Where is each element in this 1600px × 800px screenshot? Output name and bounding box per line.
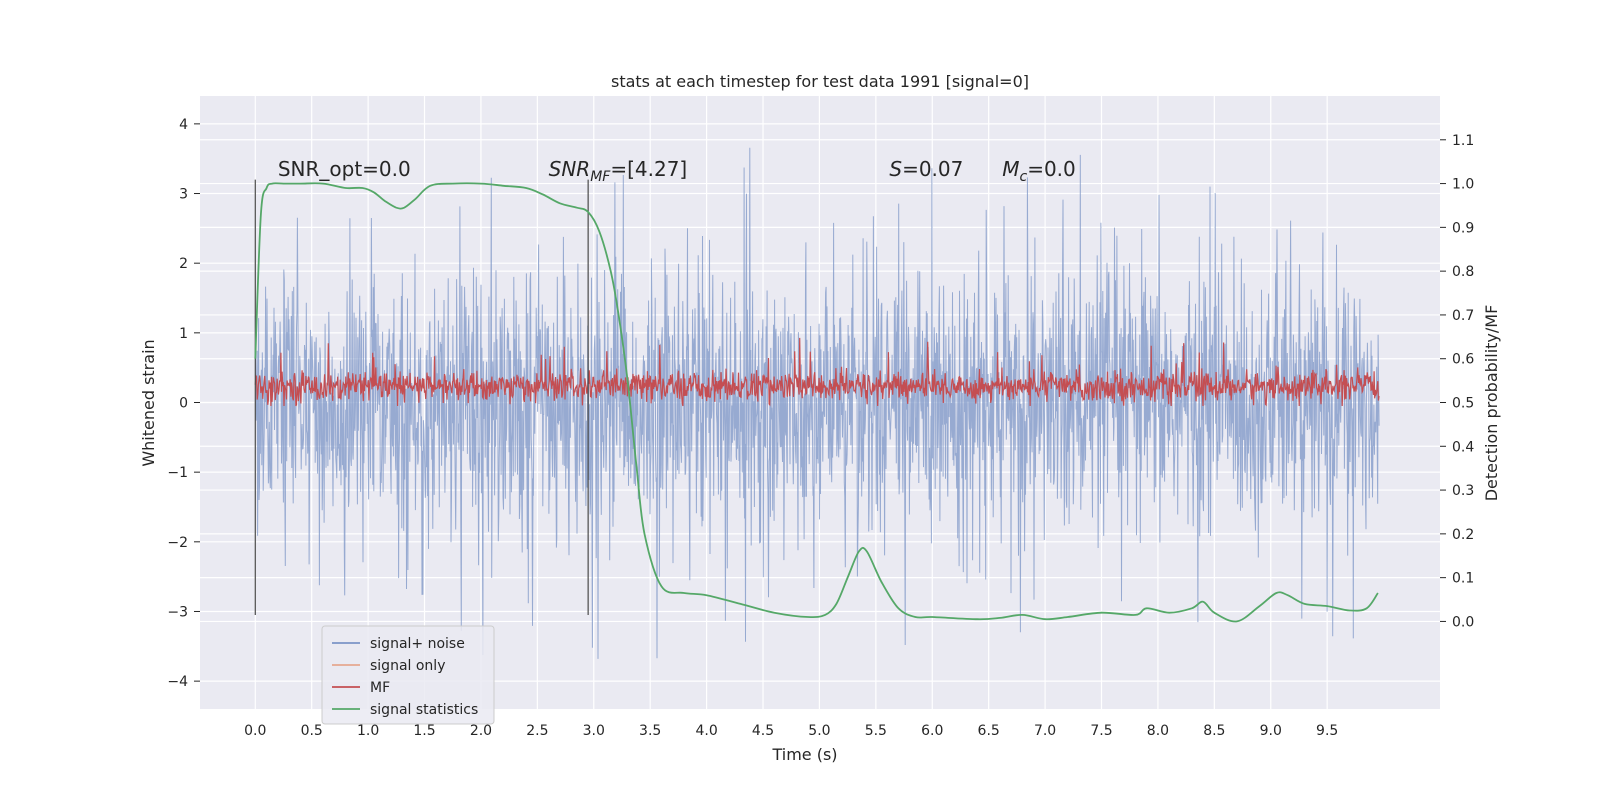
x-tick-label-9: 4.5 bbox=[752, 723, 774, 739]
series-mf bbox=[254, 337, 1380, 407]
x-tick-label-10: 5.0 bbox=[808, 723, 830, 739]
legend-label-0: signal+ noise bbox=[370, 636, 465, 652]
y-left-tick-label-7: −3 bbox=[167, 604, 188, 620]
y-left-tick-label-3: 1 bbox=[179, 326, 188, 342]
annotation-3: Mc=0.0 bbox=[1002, 157, 1076, 185]
annotation-1: SNRMF=[4.27] bbox=[549, 157, 688, 185]
y-right-tick-label-1: 1.0 bbox=[1452, 177, 1474, 193]
x-tick-label-7: 3.5 bbox=[639, 723, 661, 739]
x-tick-label-12: 6.0 bbox=[921, 723, 943, 739]
y-left-tick-label-0: 4 bbox=[179, 117, 188, 133]
x-axis-label: Time (s) bbox=[771, 745, 837, 764]
x-tick-label-13: 6.5 bbox=[978, 723, 1000, 739]
x-tick-label-11: 5.5 bbox=[865, 723, 887, 739]
y-left-tick-label-1: 3 bbox=[179, 187, 188, 203]
x-tick-label-2: 1.0 bbox=[357, 723, 379, 739]
x-tick-label-19: 9.5 bbox=[1316, 723, 1338, 739]
y-right-tick-label-3: 0.8 bbox=[1452, 264, 1474, 280]
legend-box bbox=[321, 625, 495, 725]
y-right-tick-label-7: 0.4 bbox=[1452, 439, 1474, 455]
x-tick-label-14: 7.0 bbox=[1034, 723, 1056, 739]
x-tick-label-0: 0.0 bbox=[244, 723, 266, 739]
chart-title: stats at each timestep for test data 199… bbox=[611, 72, 1029, 91]
y-right-tick-label-4: 0.7 bbox=[1452, 308, 1474, 324]
y-left-tick-label-6: −2 bbox=[167, 535, 188, 551]
y-left-tick-label-2: 2 bbox=[179, 256, 188, 272]
y-right-tick-label-6: 0.5 bbox=[1452, 396, 1474, 412]
legend-label-2: MF bbox=[370, 680, 390, 696]
legend-label-1: signal only bbox=[370, 658, 445, 674]
legend-label-3: signal statistics bbox=[370, 702, 478, 718]
y-right-tick-label-2: 0.9 bbox=[1452, 220, 1474, 236]
y-right-tick-label-0: 1.1 bbox=[1452, 133, 1474, 149]
y-right-tick-label-9: 0.2 bbox=[1452, 527, 1474, 543]
y-right-tick-label-11: 0.0 bbox=[1452, 614, 1474, 630]
y-left-tick-label-5: −1 bbox=[167, 465, 188, 481]
x-tick-label-18: 9.0 bbox=[1260, 723, 1282, 739]
y-right-axis-label: Detection probability/MF bbox=[1482, 305, 1501, 502]
x-tick-label-3: 1.5 bbox=[413, 723, 435, 739]
x-tick-label-16: 8.0 bbox=[1147, 723, 1169, 739]
y-right-tick-label-5: 0.6 bbox=[1452, 352, 1474, 368]
y-left-tick-label-4: 0 bbox=[179, 396, 188, 412]
y-right-tick-label-8: 0.3 bbox=[1452, 483, 1474, 499]
x-tick-label-15: 7.5 bbox=[1090, 723, 1112, 739]
annotation-0: SNR_opt=0.0 bbox=[278, 157, 411, 181]
y-left-axis-ticks: 4 3 2 1 0 −1 −2 −3 −4 bbox=[167, 117, 200, 690]
line-signal-statistics bbox=[254, 182, 1379, 623]
vertical-markers bbox=[254, 179, 589, 615]
y-right-tick-label-10: 0.1 bbox=[1452, 571, 1474, 587]
y-right-axis-ticks: 1.1 1.0 0.9 0.8 0.7 0.6 0.5 0.4 0.3 0.2 0.1 0.0 bbox=[1440, 133, 1474, 630]
annotation-2: S=0.07 bbox=[889, 157, 963, 181]
x-tick-label-4: 2.0 bbox=[470, 723, 492, 739]
line-mf bbox=[254, 337, 1380, 407]
y-left-tick-label-8: −4 bbox=[167, 674, 188, 690]
x-tick-label-17: 8.5 bbox=[1203, 723, 1225, 739]
x-tick-label-8: 4.0 bbox=[695, 723, 717, 739]
legend: signal+ noise signal only MF signal statist… bbox=[321, 625, 495, 725]
y-left-axis-label: Whitened strain bbox=[139, 339, 158, 466]
x-axis-ticks: 0.0 0.5 1.0 1.5 2.0 2.5 3.0 3.5 4.0 4.5 5.0 5.5 6.0 6… bbox=[244, 723, 1338, 739]
x-tick-label-1: 0.5 bbox=[301, 723, 323, 739]
x-tick-label-6: 3.0 bbox=[583, 723, 605, 739]
annotations: SNR_opt=0.0 SNRMF=[4.27] S=0.07 Mc=0.0 bbox=[278, 157, 1076, 185]
series-signal-statistics bbox=[254, 182, 1379, 623]
x-tick-label-5: 2.5 bbox=[526, 723, 548, 739]
